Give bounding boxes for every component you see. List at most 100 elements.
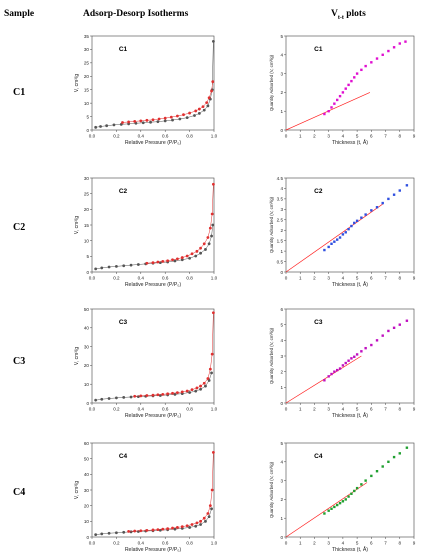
c4-tplot-ytick-label: 4 [280, 460, 283, 465]
c1-tplot-ylabel: Quantity Adsorbed (V, cm³/g) [269, 54, 274, 111]
c3-iso-xlabel: Relative Pressure (P/P₀) [125, 413, 182, 419]
c4-iso-adsorption-point [122, 530, 126, 534]
c3-iso-adsorption-point [94, 398, 98, 402]
c1-tplot-xlabel: Thickness (t, Å) [332, 139, 368, 146]
c2-tplot-point [398, 189, 401, 192]
c1-iso-desorption-point [163, 116, 167, 120]
c4-tplot-xtick-label: 3 [327, 541, 330, 546]
c1-tplot-point [341, 91, 345, 94]
c1-tplot-ytick-label: 2 [280, 90, 283, 95]
c1-iso-desorption-point [145, 118, 149, 122]
c2-iso-ytick-label: 15 [84, 223, 90, 228]
c1-iso-desorption-point [197, 107, 201, 111]
c2-tplot-point [336, 238, 339, 241]
c1-iso-ytick-label: 0 [86, 128, 89, 133]
c2-tplot-point [392, 193, 396, 196]
c2-iso-adsorption-point [188, 256, 191, 260]
c3-iso-xtick-label: 0.6 [162, 407, 169, 412]
c3-iso-desorption-point [208, 367, 212, 371]
c1-iso-xtick-label: 0.2 [113, 134, 120, 139]
c2-tplot-xtick-label: 7 [384, 276, 387, 281]
c2-iso-xtick-label: 0.4 [138, 276, 145, 281]
c1-iso-adsorption-point [94, 125, 98, 129]
c3-iso-adsorption-point [188, 391, 191, 394]
c4-iso-desorption-point [199, 519, 202, 523]
c3-iso-desorption-point [206, 377, 210, 380]
c2-iso-desorption-point [145, 261, 149, 265]
c1-iso-xtick-label: 0.0 [89, 134, 96, 139]
c2-tplot-fit-line [285, 203, 383, 273]
c3-iso-desorption-point [211, 311, 215, 315]
c3-tplot-point [330, 372, 333, 376]
c2-tplot-xtick-label: 6 [370, 276, 373, 281]
c2-iso-adsorption-point [94, 267, 98, 271]
c2-tplot-ylabel: Quantity Adsorbed (V, cm³/g) [269, 196, 274, 253]
c1-iso-desorption-point [188, 111, 191, 115]
c1-tplot-point [404, 40, 407, 43]
c1-tplot-point [375, 57, 379, 60]
c4-iso-desorption-point [139, 529, 143, 533]
c4-iso-desorption-point [185, 524, 189, 528]
c4-iso-ytick-label: 60 [84, 441, 90, 446]
c2-tplot-ytick-label: 3 [280, 207, 283, 212]
c1-tplot-xtick-label: 7 [384, 134, 387, 139]
c1-tplot-point [330, 106, 333, 109]
c3-tplot-point [364, 346, 367, 350]
c3-iso-desorption-point [133, 394, 137, 398]
c2-tplot-ytick-label: 0 [280, 270, 283, 275]
c4-iso-desorption-point [176, 526, 179, 529]
c4-tplot-panel-label: C4 [314, 453, 323, 460]
c1-tplot-point [381, 53, 384, 56]
tplot-chart-c1: 0 1 2 3 4 5 0 1 2 3 4 5 6 7 8 9 Thickness (t, Å) Quantity… [269, 34, 416, 146]
c4-tplot-ytick-label: 1 [280, 516, 283, 521]
c4-tplot-point [336, 503, 339, 507]
c4-iso-panel-label: C4 [119, 453, 128, 460]
c1-iso-desorption-point [127, 120, 130, 124]
c2-tplot-xtick-label: 8 [398, 276, 401, 281]
c1-iso-adsorption-point [149, 120, 152, 124]
c4-iso-xtick-label: 0.6 [162, 541, 169, 546]
c2-iso-adsorption-point [211, 223, 215, 227]
c2-iso-desorption-point [195, 249, 199, 253]
c3-iso-xtick-label: 0.4 [138, 407, 145, 412]
vt-plots-header-subscript: t-t [337, 14, 344, 21]
c1-iso-desorption-point [169, 115, 173, 119]
c3-iso-adsorption-point [136, 395, 140, 399]
vt-plots-column-header: Vt-t plots [331, 9, 366, 21]
c1-iso-ytick-label: 5 [86, 114, 89, 119]
c1-iso-desorption-point [157, 117, 161, 121]
c2-tplot-point [360, 216, 363, 219]
c1-iso-xtick-label: 1.0 [211, 134, 218, 139]
c1-tplot-point [323, 112, 326, 116]
c4-tplot-point [364, 479, 367, 482]
c3-iso-xtick-label: 1.0 [211, 407, 218, 412]
c4-tplot-point [347, 495, 350, 498]
c1-iso-adsorption-point [202, 108, 206, 112]
c2-iso-desorption-point [199, 246, 202, 250]
c1-tplot-xtick-label: 2 [313, 134, 316, 139]
c2-iso-desorption-point [206, 236, 210, 239]
c3-tplot-xtick-label: 8 [398, 407, 401, 412]
c1-tplot-point [344, 87, 347, 90]
c2-tplot-point [341, 233, 345, 236]
c4-tplot-xtick-label: 2 [313, 541, 316, 546]
c1-iso-desorption-point [210, 89, 213, 93]
c2-iso-adsorption-point [122, 264, 126, 268]
c4-tplot-ytick-label: 5 [280, 441, 283, 446]
c2-iso-adsorption-point [194, 254, 198, 258]
c4-iso-desorption-point [202, 516, 206, 520]
c3-tplot-point [347, 359, 350, 362]
sample-label-c4: C4 [13, 487, 26, 498]
c2-iso-ytick-label: 0 [86, 270, 89, 275]
c2-tplot-point [375, 206, 379, 209]
c3-tplot-ytick-label: 6 [280, 307, 283, 312]
c3-tplot-point [381, 334, 384, 337]
c2-tplot-point [353, 221, 356, 225]
c2-tplot-ytick-label: 1 [280, 249, 283, 254]
c2-tplot-xtick-label: 9 [413, 276, 416, 281]
c4-iso-adsorption-point [207, 515, 211, 519]
c2-tplot-ytick-label: 4.5 [277, 176, 284, 181]
c2-tplot-xtick-label: 0 [285, 276, 288, 281]
c4-tplot-xtick-label: 6 [370, 541, 373, 546]
c1-iso-ytick-label: 30 [84, 47, 90, 52]
